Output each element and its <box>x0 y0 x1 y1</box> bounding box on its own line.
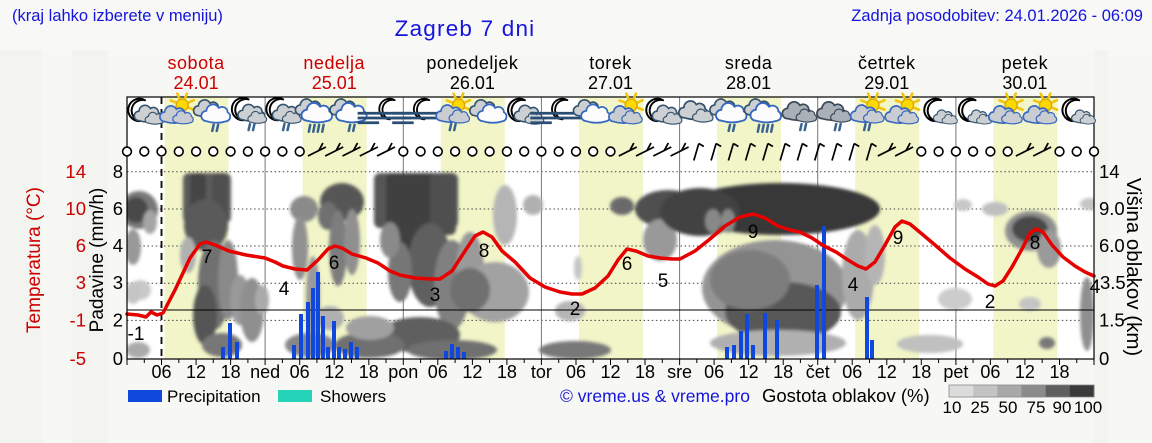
svg-text:Padavine (mm/h): Padavine (mm/h) <box>87 188 108 333</box>
svg-text:12: 12 <box>739 362 759 382</box>
svg-text:2: 2 <box>113 309 123 330</box>
svg-text:3: 3 <box>113 272 123 293</box>
svg-text:sreda: sreda <box>725 53 773 73</box>
svg-text:Temperatura (°C): Temperatura (°C) <box>24 187 45 333</box>
svg-text:06: 06 <box>290 362 310 382</box>
svg-text:12: 12 <box>324 362 344 382</box>
svg-text:18: 18 <box>497 362 517 382</box>
svg-text:-1: -1 <box>70 309 86 330</box>
svg-text:8: 8 <box>479 241 490 262</box>
svg-text:30.01: 30.01 <box>1002 73 1047 93</box>
svg-text:6: 6 <box>113 198 123 219</box>
svg-text:Zadnja posodobitev: 24.01.2026: Zadnja posodobitev: 24.01.2026 - 06:09 <box>851 7 1143 25</box>
svg-text:50: 50 <box>999 398 1018 417</box>
svg-text:7: 7 <box>202 247 213 268</box>
svg-text:6.0: 6.0 <box>1099 235 1125 256</box>
svg-text:12: 12 <box>462 362 482 382</box>
svg-text:4: 4 <box>279 279 290 300</box>
svg-text:(kraj lahko izberete v meniju): (kraj lahko izberete v meniju) <box>12 7 223 25</box>
svg-text:6: 6 <box>76 235 86 256</box>
svg-text:18: 18 <box>359 362 379 382</box>
svg-text:9: 9 <box>748 222 759 243</box>
svg-text:18: 18 <box>773 362 793 382</box>
svg-text:06: 06 <box>704 362 724 382</box>
svg-text:90: 90 <box>1053 398 1072 417</box>
svg-text:12: 12 <box>186 362 206 382</box>
svg-text:06: 06 <box>428 362 448 382</box>
svg-text:27.01: 27.01 <box>588 73 633 93</box>
svg-text:Precipitation: Precipitation <box>167 387 261 406</box>
svg-text:4: 4 <box>113 235 123 256</box>
svg-text:4: 4 <box>848 275 859 296</box>
svg-text:14: 14 <box>1099 161 1120 182</box>
svg-text:06: 06 <box>566 362 586 382</box>
svg-text:3: 3 <box>76 272 86 293</box>
svg-text:6: 6 <box>329 253 340 274</box>
svg-text:100: 100 <box>1074 398 1102 417</box>
svg-text:18: 18 <box>911 362 931 382</box>
svg-text:sre: sre <box>667 362 692 382</box>
svg-text:tor: tor <box>531 362 552 382</box>
svg-text:četrtek: četrtek <box>858 53 916 73</box>
svg-text:8: 8 <box>1030 233 1041 254</box>
svg-text:06: 06 <box>152 362 172 382</box>
svg-text:Gostota oblakov (%): Gostota oblakov (%) <box>762 385 930 406</box>
svg-text:75: 75 <box>1027 398 1046 417</box>
svg-text:ponedeljek: ponedeljek <box>426 53 519 73</box>
svg-text:29.01: 29.01 <box>864 73 909 93</box>
svg-text:Zagreb 7 dni: Zagreb 7 dni <box>395 16 536 41</box>
svg-text:6: 6 <box>622 254 633 275</box>
svg-text:nedelja: nedelja <box>303 53 365 73</box>
svg-text:1.5: 1.5 <box>1099 309 1125 330</box>
svg-text:pet: pet <box>943 362 968 382</box>
svg-text:© vreme.us & vreme.pro: © vreme.us & vreme.pro <box>560 386 750 406</box>
svg-text:8: 8 <box>113 161 123 182</box>
svg-text:9.0: 9.0 <box>1099 198 1125 219</box>
svg-text:18: 18 <box>635 362 655 382</box>
svg-text:pon: pon <box>388 362 418 382</box>
svg-text:2: 2 <box>570 299 581 320</box>
svg-text:26.01: 26.01 <box>450 73 495 93</box>
svg-text:06: 06 <box>842 362 862 382</box>
svg-text:4: 4 <box>1090 277 1101 298</box>
svg-text:25.01: 25.01 <box>312 73 357 93</box>
svg-text:10: 10 <box>65 198 86 219</box>
svg-text:18: 18 <box>221 362 241 382</box>
svg-text:0: 0 <box>113 348 123 369</box>
svg-text:5: 5 <box>658 271 669 292</box>
svg-text:28.01: 28.01 <box>726 73 771 93</box>
svg-text:čet: čet <box>806 362 830 382</box>
svg-text:torek: torek <box>589 53 632 73</box>
svg-text:12: 12 <box>877 362 897 382</box>
svg-text:12: 12 <box>1015 362 1035 382</box>
svg-text:-1: -1 <box>128 324 145 345</box>
svg-text:Višina oblakov (km): Višina oblakov (km) <box>1122 178 1145 357</box>
svg-text:2: 2 <box>985 292 996 313</box>
svg-text:ned: ned <box>250 362 280 382</box>
svg-text:14: 14 <box>65 161 86 182</box>
svg-text:10: 10 <box>943 398 962 417</box>
svg-text:06: 06 <box>980 362 1000 382</box>
svg-text:18: 18 <box>1049 362 1069 382</box>
svg-text:3: 3 <box>430 285 441 306</box>
svg-text:25: 25 <box>971 398 990 417</box>
svg-text:24.01: 24.01 <box>174 73 219 93</box>
svg-text:9: 9 <box>893 228 904 249</box>
svg-text:3.5: 3.5 <box>1100 272 1126 293</box>
svg-text:Showers: Showers <box>320 387 386 406</box>
svg-text:0: 0 <box>1099 348 1109 369</box>
svg-text:12: 12 <box>600 362 620 382</box>
svg-text:-5: -5 <box>70 348 86 369</box>
svg-text:petek: petek <box>1002 53 1049 73</box>
svg-text:sobota: sobota <box>168 53 226 73</box>
